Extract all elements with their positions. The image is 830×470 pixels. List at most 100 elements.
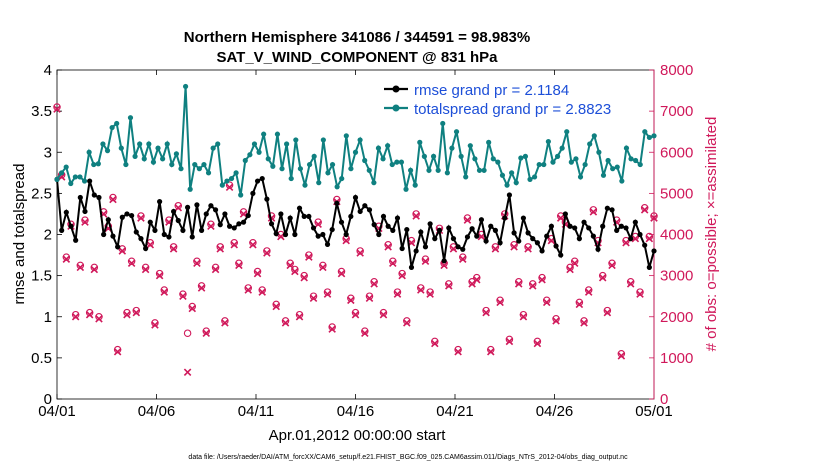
rmse-point (511, 230, 517, 236)
rmse-point (152, 227, 158, 233)
obs-possible-point (300, 271, 308, 280)
obs-possible-point (183, 329, 192, 337)
obs-assimilated-point (528, 282, 537, 290)
obs-possible-point (179, 290, 187, 298)
obs-assimilated-point (225, 183, 234, 191)
spread-point (141, 156, 147, 162)
obs-assimilated-stroke (519, 312, 528, 321)
obs-assimilated-point (589, 208, 598, 216)
y-tick-label: 0.5 (31, 350, 52, 367)
obs-assimilated-point (538, 275, 546, 284)
obs-assimilated-stroke (146, 241, 155, 249)
obs-assimilated-point (211, 265, 220, 274)
obs-assimilated-point (300, 273, 308, 282)
spread-point (554, 153, 561, 159)
y-tick-label: 0 (44, 391, 52, 408)
obs-assimilated-stroke (151, 321, 159, 329)
spread-point (453, 129, 460, 135)
y2-tick-label: 1000 (660, 350, 693, 367)
spread-point (458, 153, 464, 159)
spread-point (274, 131, 281, 137)
obs-assimilated-stroke (309, 294, 318, 303)
rmse-point (124, 211, 130, 217)
obs-possible-point (496, 296, 504, 305)
obs-assimilated-point (389, 259, 397, 268)
obs-assimilated-stroke (421, 257, 430, 265)
obs-assimilated-point (636, 290, 644, 298)
rmse-point (320, 231, 326, 238)
obs-possible-point (566, 263, 574, 272)
x-tick-label: 04/16 (337, 403, 375, 420)
chart-title-line2: SAT_V_WIND_COMPONENT @ 831 hPa (216, 49, 498, 66)
obs-assimilated-point (132, 308, 141, 317)
rmse-point (338, 219, 345, 225)
obs-possible-point (361, 327, 369, 335)
rmse-point (329, 226, 335, 233)
spread-point (486, 139, 492, 145)
obs-assimilated-point (90, 265, 99, 274)
y2-tick-label: 0 (660, 391, 668, 408)
obs-assimilated-point (207, 222, 215, 231)
obs-possible-point (160, 286, 169, 294)
rmse-point (558, 252, 564, 258)
obs-assimilated-point (85, 310, 94, 319)
y2-tick-label: 5000 (660, 185, 693, 202)
obs-possible-point (393, 288, 402, 296)
spread-point (279, 166, 285, 172)
obs-assimilated-stroke (239, 210, 248, 218)
obs-assimilated-stroke (440, 261, 448, 270)
spread-point (233, 170, 239, 176)
spread-point (293, 137, 299, 143)
rmse-point (604, 205, 610, 211)
obs-assimilated-stroke (71, 312, 80, 321)
spread-point (192, 161, 198, 168)
obs-assimilated-point (202, 329, 211, 337)
spread-point (564, 129, 570, 135)
rmse-point (632, 219, 638, 225)
spread-point (440, 120, 446, 127)
obs-assimilated-stroke (477, 232, 486, 241)
rmse-point (422, 244, 429, 250)
spread-point (316, 180, 322, 186)
rmse-point (478, 217, 485, 223)
spread-point (329, 161, 336, 168)
obs-possible-point (454, 345, 462, 354)
rmse-point (273, 231, 279, 237)
rmse-point (180, 227, 186, 233)
obs-assimilated-point (295, 312, 304, 321)
rmse-point (539, 248, 545, 254)
obs-assimilated-stroke (221, 319, 229, 327)
obs-assimilated-stroke (328, 325, 336, 333)
obs-assimilated-stroke (351, 310, 360, 319)
rmse-point (488, 223, 494, 229)
obs-assimilated-point (258, 288, 266, 296)
rmse-point (343, 231, 349, 238)
obs-assimilated-stroke (622, 238, 630, 247)
spread-point (623, 145, 630, 151)
obs-assimilated-stroke (211, 265, 220, 274)
obs-assimilated-point (631, 234, 640, 243)
obs-assimilated-stroke (491, 245, 500, 253)
obs-assimilated-point (95, 315, 103, 323)
obs-assimilated-stroke (225, 183, 234, 191)
obs-assimilated-stroke (188, 304, 197, 313)
obs-assimilated-stroke (323, 290, 332, 298)
rmse-point (436, 227, 443, 233)
obs-assimilated-point (286, 261, 294, 270)
spread-point (109, 124, 115, 131)
spread-point (398, 159, 405, 165)
obs-possible-point (533, 337, 542, 346)
obs-possible-point (328, 323, 336, 331)
obs-possible-point (542, 296, 551, 305)
spread-point (68, 180, 74, 187)
spread-point (215, 141, 221, 147)
rmse-point (455, 244, 461, 250)
obs-assimilated-stroke (472, 275, 481, 284)
rmse-point (105, 217, 111, 223)
obs-assimilated-point (393, 290, 402, 298)
y2-tick-label: 4000 (660, 227, 693, 244)
obs-possible-point (249, 238, 257, 247)
obs-assimilated-point (179, 292, 187, 300)
obs-assimilated-point (379, 310, 388, 319)
